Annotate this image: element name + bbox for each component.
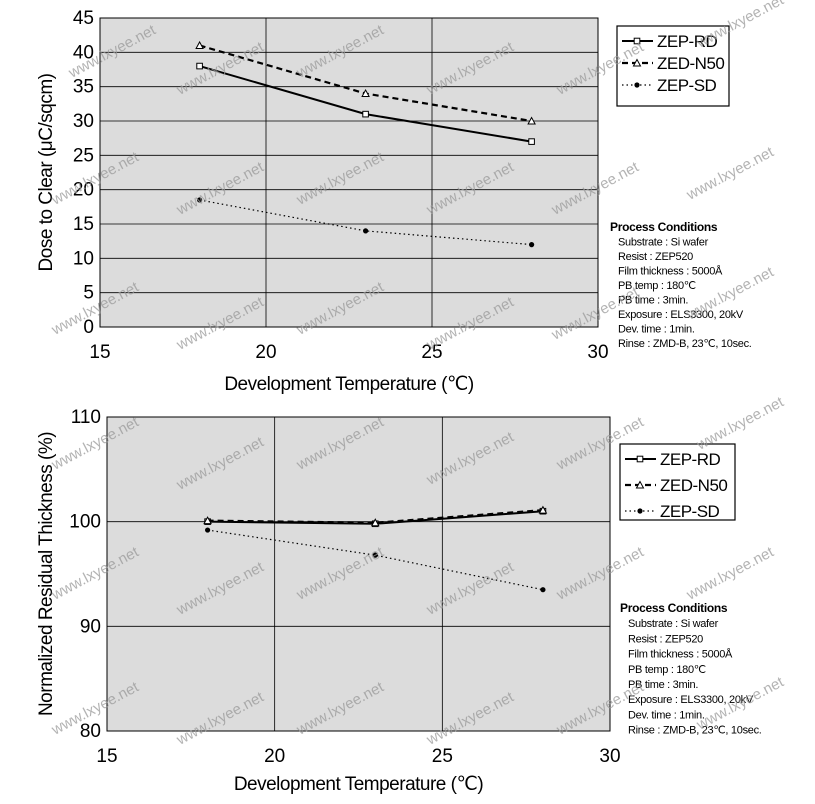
x-tick-label: 15 <box>96 746 117 767</box>
y-tick-label: 40 <box>73 42 94 63</box>
data-point <box>361 88 370 98</box>
plot-area <box>99 17 599 328</box>
data-point <box>372 552 378 558</box>
series-zep-rd <box>196 62 535 145</box>
chart-1: 15 20 25 30 0 5 10 15 20 25 30 35 40 45 Development Te… <box>36 8 752 395</box>
x-tick-label: 25 <box>421 342 442 363</box>
data-point <box>528 138 535 145</box>
series-line <box>207 529 544 591</box>
legend-marker <box>635 480 645 489</box>
data-point <box>538 505 548 514</box>
chart-2: 15 20 25 30 80 90 100 110 Development Temperatur… <box>36 407 762 795</box>
series-zed-n50 <box>195 40 536 125</box>
data-point <box>205 527 211 533</box>
condition-line: Dev. time : 1min. <box>618 324 695 336</box>
x-axis-label: Development Temperature (℃) <box>234 774 483 795</box>
legend-marker <box>636 455 644 463</box>
y-axis-label: Dose to Clear (μC/sqcm) <box>36 73 57 271</box>
y-tick-label: 10 <box>73 248 94 269</box>
series-line <box>199 199 532 246</box>
y-tick-label: 100 <box>69 512 101 533</box>
condition-line: PB temp : 180℃ <box>618 280 696 292</box>
series-zep-sd <box>197 197 535 248</box>
condition-line: Substrate : Si wafer <box>628 618 719 630</box>
condition-line: PB time : 3min. <box>628 679 698 691</box>
series-zep-sd <box>205 527 546 593</box>
data-point <box>362 110 369 118</box>
data-point <box>529 242 535 248</box>
watermark-text: www.lxyee.net <box>683 543 777 604</box>
x-tick-label: 20 <box>255 342 276 363</box>
legend-marker <box>634 82 640 88</box>
data-point <box>527 116 536 125</box>
condition-line: Rinse : ZMD-B, 23℃, 10sec. <box>618 338 752 350</box>
legend-marker <box>633 37 641 45</box>
condition-line: Exposure : ELS3300, 20kV <box>618 309 744 321</box>
process-conditions: Process Conditions Substrate : Si wafer Re… <box>610 220 752 350</box>
condition-line: Rinse : ZMD-B, 23℃, 10sec. <box>628 725 762 737</box>
legend: ZEP-RD ZED-N50 ZEP-SD <box>619 443 736 521</box>
x-axis-label: Development Temperature (℃) <box>224 374 473 395</box>
x-tick-label: 25 <box>432 746 453 767</box>
data-point <box>540 587 546 593</box>
data-point <box>363 228 369 234</box>
watermark-text: www.lxyee.net <box>683 143 777 204</box>
y-tick-label: 35 <box>73 77 94 98</box>
x-tick-label: 15 <box>89 342 110 363</box>
data-point <box>196 62 203 70</box>
data-point <box>195 40 204 49</box>
condition-line: Film thickness : 5000Å <box>618 265 723 278</box>
legend-label: ZEP-RD <box>660 450 721 469</box>
watermark-text: www.lxyee.net <box>693 393 787 454</box>
legend-marker <box>637 508 643 514</box>
condition-line: Exposure : ELS3300, 20kV <box>628 694 754 706</box>
plot-area <box>106 416 611 732</box>
conditions-title: Process Conditions <box>620 601 728 615</box>
series-line <box>207 509 544 524</box>
condition-line: Substrate : Si wafer <box>618 237 709 249</box>
x-tick-label: 20 <box>264 746 285 767</box>
data-point <box>370 518 380 527</box>
y-tick-label: 25 <box>73 145 94 166</box>
legend-marker <box>632 58 642 67</box>
y-tick-label: 80 <box>80 721 101 742</box>
y-tick-label: 0 <box>83 317 94 338</box>
condition-line: PB time : 3min. <box>618 295 688 307</box>
condition-line: Resist : ZEP520 <box>618 251 693 263</box>
y-tick-label: 5 <box>83 283 94 304</box>
legend: ZEP-RD ZED-N50 ZEP-SD <box>616 25 730 107</box>
y-axis-label: Normalized Residual Thickness (%) <box>36 432 57 716</box>
legend-label: ZEP-SD <box>660 502 720 521</box>
y-tick-label: 90 <box>80 616 101 637</box>
condition-line: Dev. time : 1min. <box>628 709 705 721</box>
legend-label: ZED-N50 <box>660 476 727 495</box>
data-point <box>203 516 212 525</box>
y-tick-label: 45 <box>73 8 94 29</box>
y-tick-label: 20 <box>73 180 94 201</box>
x-tick-label: 30 <box>587 342 608 363</box>
data-point <box>197 197 203 203</box>
y-tick-label: 30 <box>73 111 94 132</box>
series-zed-n50 <box>203 505 548 527</box>
y-tick-label: 15 <box>73 214 94 235</box>
conditions-title: Process Conditions <box>610 220 718 234</box>
legend-label: ZEP-SD <box>657 76 717 95</box>
x-tick-label: 30 <box>599 746 620 767</box>
y-tick-label: 110 <box>71 407 101 428</box>
condition-line: PB temp : 180℃ <box>628 664 706 676</box>
legend-label: ZEP-RD <box>657 32 718 51</box>
process-conditions: Process Conditions Substrate : Si wafer Re… <box>620 601 762 737</box>
condition-line: Film thickness : 5000Å <box>628 648 733 661</box>
legend-label: ZED-N50 <box>657 54 724 73</box>
condition-line: Resist : ZEP520 <box>628 633 703 645</box>
